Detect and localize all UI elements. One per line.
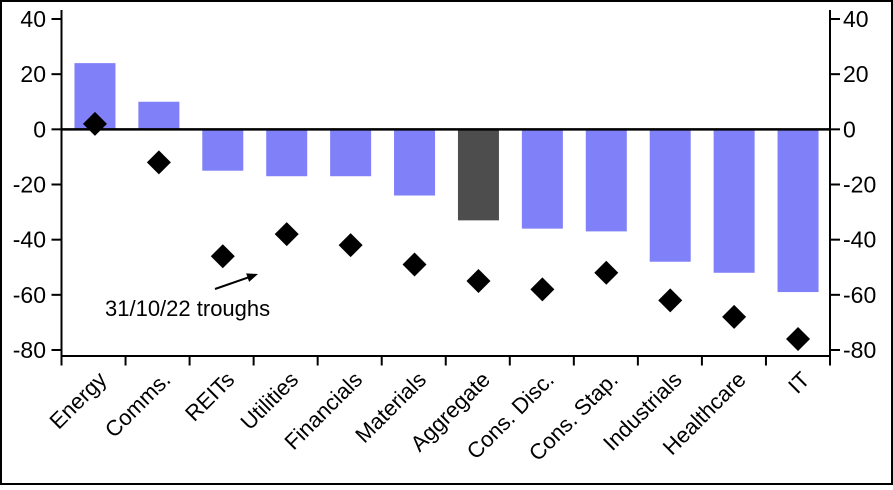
left-tick-label: -80	[13, 337, 46, 363]
trough-marker-comms	[146, 150, 171, 175]
bar-financials	[330, 129, 372, 177]
trough-marker-cons-disc	[530, 277, 555, 302]
bar-industrials	[649, 129, 691, 262]
bar-cons-disc	[521, 129, 563, 229]
trough-marker-it	[786, 326, 811, 351]
trough-marker-financials	[338, 233, 363, 258]
right-tick-label: 0	[843, 116, 856, 142]
category-label-reits: REITs	[180, 367, 239, 426]
left-tick-label: -20	[13, 172, 46, 198]
bar-utilities	[266, 129, 308, 177]
annotation-arrow-line	[214, 275, 251, 290]
bar-it	[777, 129, 819, 293]
right-tick-label: 20	[843, 61, 869, 87]
bar-aggregate	[457, 129, 499, 221]
trough-marker-aggregate	[466, 269, 491, 294]
left-tick-label: 40	[20, 6, 46, 32]
annotation-troughs-label: 31/10/22 troughs	[105, 296, 270, 321]
right-tick-label: -60	[843, 282, 876, 308]
right-tick-label: 40	[843, 6, 869, 32]
right-tick-label: -80	[843, 337, 876, 363]
trough-marker-healthcare	[722, 304, 747, 329]
trough-marker-industrials	[658, 288, 683, 313]
trough-marker-energy	[82, 111, 107, 136]
trough-marker-cons-stap	[594, 260, 619, 285]
left-tick-label: -40	[13, 227, 46, 253]
trough-marker-utilities	[274, 222, 299, 247]
trough-marker-reits	[210, 244, 235, 269]
bar-comms	[138, 101, 180, 130]
trough-marker-materials	[402, 252, 427, 277]
category-label-it: IT	[783, 367, 815, 399]
right-tick-label: -40	[843, 227, 876, 253]
bar-cons-stap	[585, 129, 627, 232]
bar-materials	[394, 129, 436, 196]
left-tick-label: 20	[20, 61, 46, 87]
bar-reits	[202, 129, 244, 171]
left-tick-label: 0	[33, 116, 46, 142]
annotation-arrow-head	[246, 273, 258, 282]
category-label-comms: Comms.	[100, 367, 176, 443]
left-tick-label: -60	[13, 282, 46, 308]
bar-healthcare	[713, 129, 755, 273]
right-tick-label: -20	[843, 172, 876, 198]
